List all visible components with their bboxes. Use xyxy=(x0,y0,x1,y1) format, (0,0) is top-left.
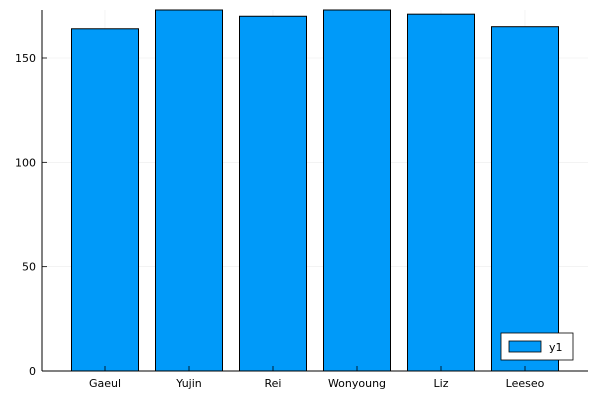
bar-leeseo xyxy=(491,26,559,372)
x-tick-label: Yujin xyxy=(175,377,202,390)
bars xyxy=(71,9,559,372)
bar-yujin xyxy=(155,9,223,372)
bar-liz xyxy=(407,13,475,372)
y-tick-label: 100 xyxy=(15,156,36,169)
y-ticks: 0 50 100 150 xyxy=(15,52,47,378)
x-tick-label: Gaeul xyxy=(89,377,121,390)
bar-rei xyxy=(239,15,307,372)
x-tick-label: Leeseo xyxy=(506,377,545,390)
x-tick-label: Wonyoung xyxy=(328,377,386,390)
y-tick-label: 0 xyxy=(29,365,36,378)
y-tick-label: 150 xyxy=(15,52,36,65)
axes xyxy=(41,10,588,372)
legend: y1 xyxy=(500,332,574,361)
y-tick-label: 50 xyxy=(22,261,36,274)
bar-wonyoung xyxy=(323,9,391,372)
x-ticks: Gaeul Yujin Rei Wonyoung Liz Leeseo xyxy=(89,366,545,390)
bar-gaeul xyxy=(71,28,139,372)
legend-label: y1 xyxy=(549,341,563,354)
x-tick-label: Liz xyxy=(434,377,449,390)
x-tick-label: Rei xyxy=(265,377,282,390)
legend-swatch xyxy=(508,340,542,353)
